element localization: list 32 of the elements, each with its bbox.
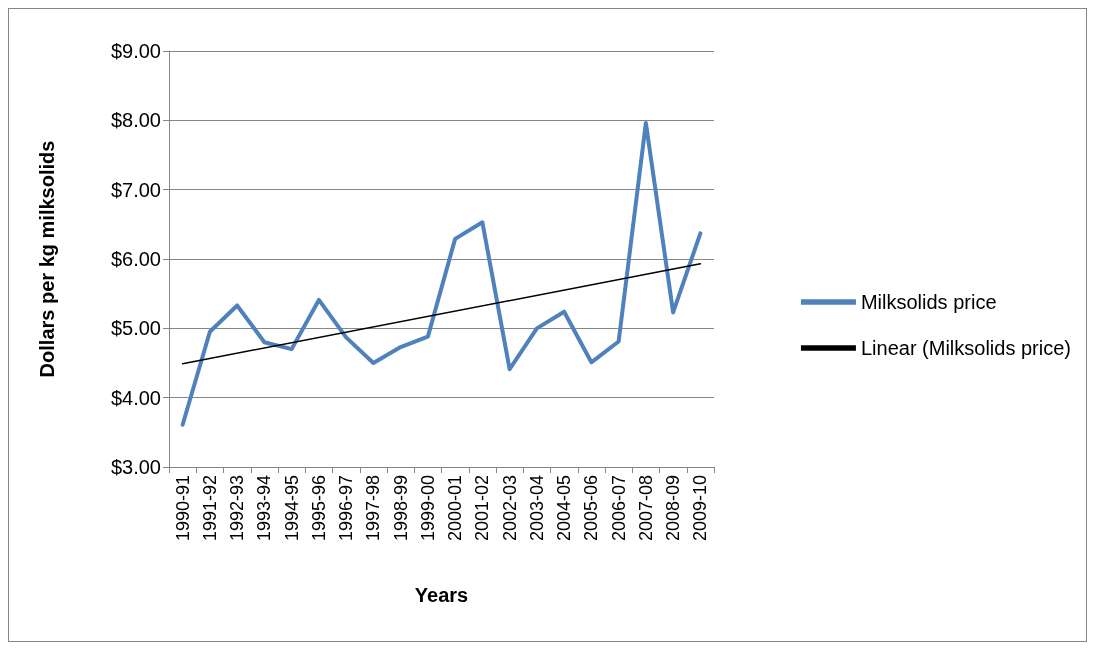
x-tick-label: 1991-92 — [199, 475, 220, 542]
legend-label: Milksolids price — [860, 291, 997, 313]
legend-label: Linear (Milksolids price) — [860, 337, 1071, 359]
y-tick-label: $3.00 — [110, 456, 161, 478]
y-tick-label: $9.00 — [110, 40, 161, 62]
x-tick-label: 1994-95 — [281, 475, 302, 542]
x-tick-label: 1990-91 — [172, 475, 193, 542]
y-axis-title: Dollars per kg milksolids — [36, 140, 58, 378]
x-tick-label: 2003-04 — [526, 475, 547, 542]
x-tick-label: 2007-08 — [635, 475, 656, 542]
y-tick-label: $4.00 — [110, 386, 161, 409]
x-tick-label: 2009-10 — [690, 475, 711, 542]
y-tick-label: $8.00 — [110, 109, 161, 132]
x-tick-label: 2004-05 — [554, 475, 575, 542]
y-tick-label: $6.00 — [110, 248, 161, 270]
x-tick-label: 1996-97 — [336, 475, 357, 542]
line-series — [180, 121, 703, 427]
x-tick-label: 2002-03 — [499, 475, 520, 542]
y-tick-label: $7.00 — [110, 178, 161, 201]
x-tick-label: 2000-01 — [445, 475, 466, 542]
x-tick-label: 1992-93 — [227, 475, 248, 542]
x-tick-label: 2001-02 — [472, 475, 493, 542]
x-tick-label: 1993-94 — [254, 475, 275, 542]
x-tick-label: 1997-98 — [363, 475, 384, 542]
x-tick-label: 2008-09 — [663, 475, 684, 542]
y-tick-label: $5.00 — [110, 317, 161, 340]
x-tick-label: 1995-96 — [308, 475, 329, 542]
x-tick-label: 1998-99 — [390, 475, 411, 542]
x-axis-title: Years — [414, 584, 469, 606]
x-tick-label: 1999-00 — [417, 475, 438, 542]
x-tick-label: 2006-07 — [608, 475, 629, 542]
x-tick-label: 2005-06 — [581, 475, 602, 542]
